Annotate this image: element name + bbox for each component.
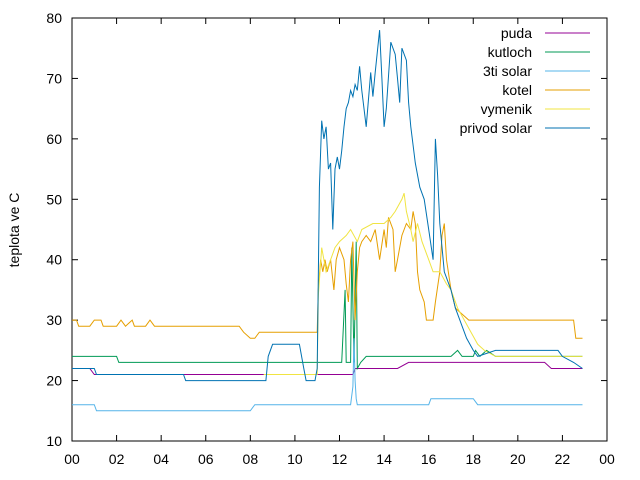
y-tick-label: 80 <box>46 10 62 26</box>
x-tick-label: 10 <box>287 451 303 467</box>
x-tick-label: 22 <box>555 451 571 467</box>
series-line-privod-solar <box>72 30 583 382</box>
x-tick-label: 20 <box>510 451 526 467</box>
y-tick-label: 10 <box>46 433 62 449</box>
x-tick-label: 08 <box>243 451 259 467</box>
series-line-kotel <box>72 211 583 339</box>
y-axis-label: teplota ve C <box>6 193 22 268</box>
legend-label: privod solar <box>460 120 533 136</box>
y-tick-label: 60 <box>46 131 62 147</box>
series-line-puda <box>72 361 583 375</box>
x-tick-label: 00 <box>64 451 80 467</box>
x-tick-label: 06 <box>198 451 214 467</box>
y-tick-label: 30 <box>46 312 62 328</box>
legend-label: vymenik <box>481 101 533 117</box>
legend-label: kotel <box>502 82 532 98</box>
legend-label: 3ti solar <box>483 63 532 79</box>
legend-label: puda <box>501 25 532 41</box>
x-tick-label: 02 <box>109 451 125 467</box>
x-tick-label: 16 <box>421 451 437 467</box>
y-tick-label: 20 <box>46 373 62 389</box>
x-tick-label: 14 <box>376 451 392 467</box>
y-tick-label: 70 <box>46 70 62 86</box>
y-axis: 10 20 30 40 50 60 70 80 <box>46 10 607 449</box>
x-axis: 00 02 04 06 08 10 12 14 16 18 20 22 00 <box>64 18 615 467</box>
x-tick-label: 12 <box>332 451 348 467</box>
legend-label: kutloch <box>488 44 532 60</box>
legend: puda kutloch 3ti solar kotel vymenik privod s… <box>460 25 590 136</box>
y-tick-label: 50 <box>46 191 62 207</box>
series-lines <box>72 30 583 412</box>
x-tick-label: 18 <box>465 451 481 467</box>
y-tick-label: 40 <box>46 252 62 268</box>
series-line-3ti-solar <box>72 338 583 412</box>
x-tick-label: 00 <box>599 451 615 467</box>
series-line-kutloch <box>72 241 583 371</box>
x-tick-label: 04 <box>153 451 169 467</box>
series-line-vymenik <box>263 193 583 375</box>
